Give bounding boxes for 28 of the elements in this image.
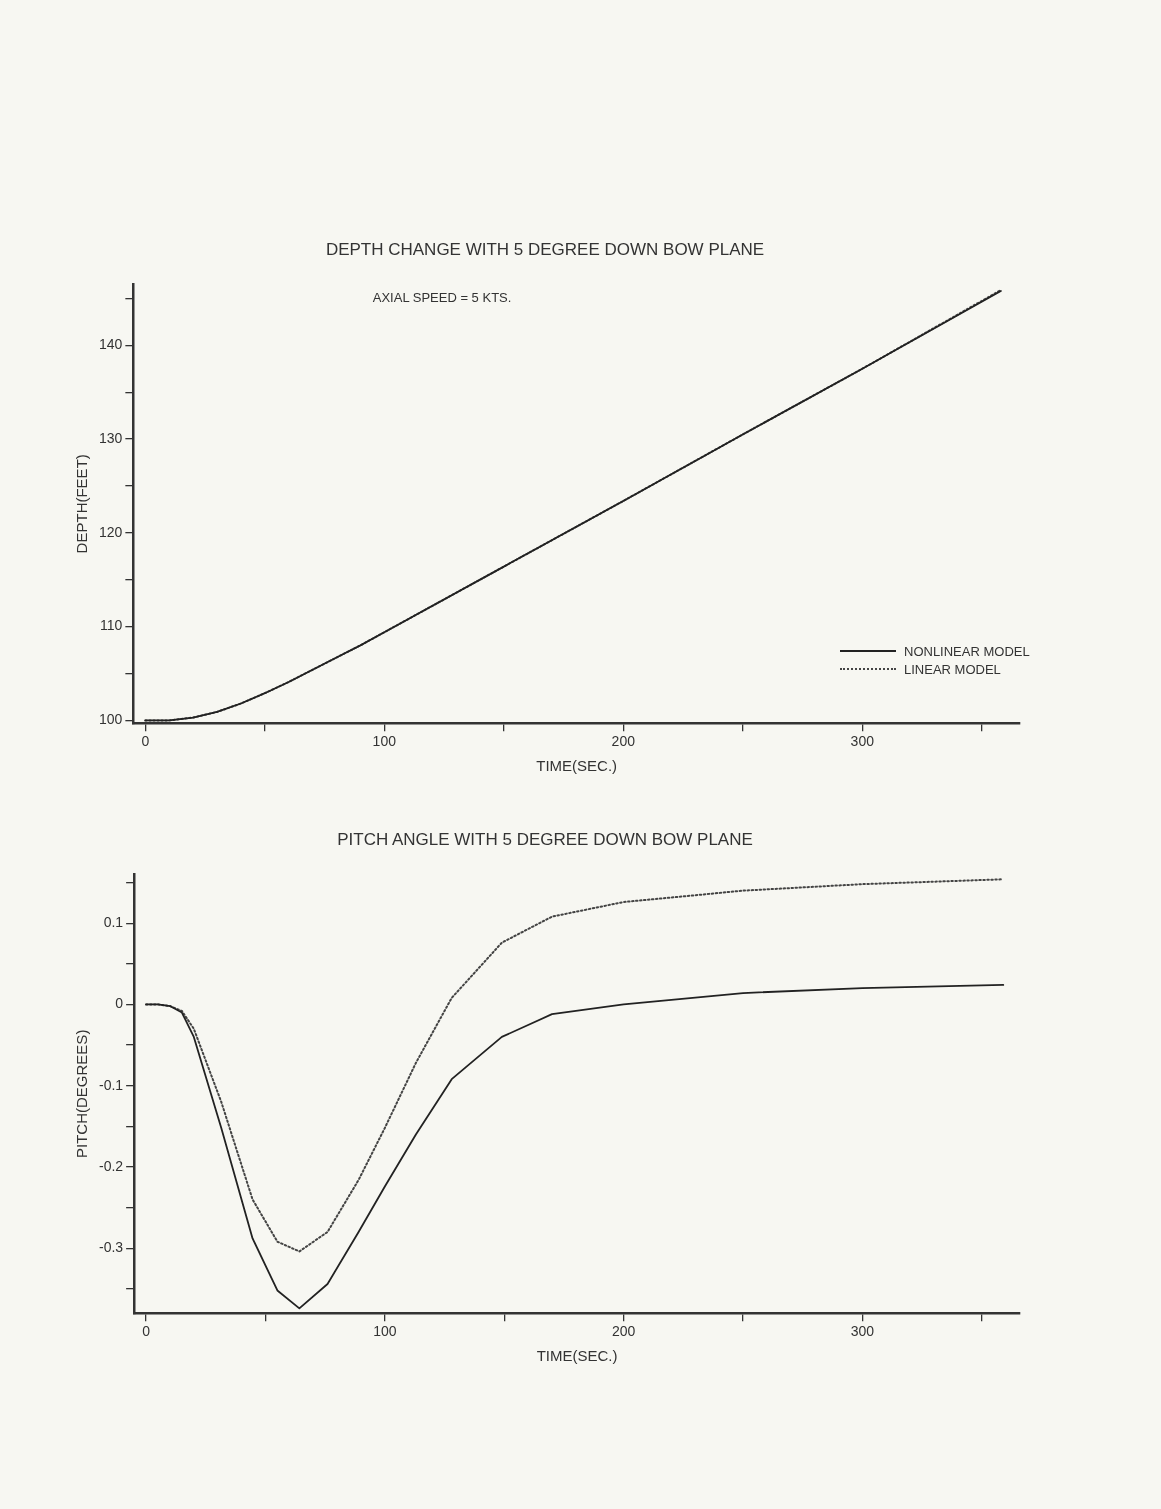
y-tick-label: 0.1 (103, 914, 124, 931)
x-tick-label: 0 (142, 1323, 151, 1340)
y-tick-label: 140 (99, 336, 123, 353)
y-tick-label: 0 (115, 995, 124, 1012)
line-series (145, 878, 1005, 1253)
legend-label: NONLINEAR MODEL (904, 643, 1030, 659)
legend-label: LINEAR MODEL (904, 661, 1001, 677)
x-tick-label: 200 (611, 1323, 636, 1340)
x-axis-title: TIME(SEC.) (536, 1347, 618, 1365)
y-axis-title: DEPTH(FEET) (73, 454, 91, 554)
y-tick-label: 110 (100, 617, 123, 634)
x-tick-label: 0 (141, 733, 150, 750)
y-tick-label: -0.2 (99, 1157, 124, 1174)
x-tick-label: 300 (850, 1323, 875, 1340)
y-tick-label: 120 (99, 523, 123, 540)
x-tick-label: 300 (850, 733, 875, 750)
y-tick-label: 100 (99, 711, 123, 728)
y-tick-label: -0.3 (99, 1239, 124, 1256)
y-axis-title: PITCH(DEGREES) (73, 1029, 91, 1158)
x-tick-label: 200 (611, 733, 636, 750)
x-axis-title: TIME(SEC.) (536, 757, 618, 775)
y-tick-label: 130 (99, 429, 123, 446)
annotation: AXIAL SPEED = 5 KTS. (372, 290, 512, 306)
y-tick-label: -0.1 (99, 1076, 124, 1093)
x-tick-label: 100 (373, 1323, 397, 1340)
chart-title: DEPTH CHANGE WITH 5 DEGREE DOWN BOW PLANE (325, 239, 765, 259)
chart-title: PITCH ANGLE WITH 5 DEGREE DOWN BOW PLANE (337, 829, 753, 849)
x-tick-label: 100 (372, 733, 397, 750)
